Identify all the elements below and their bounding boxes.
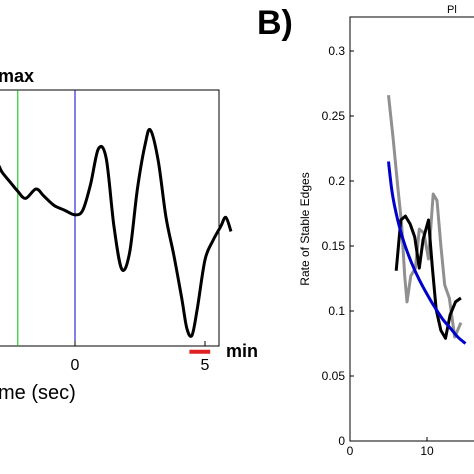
panel-b-axes-box bbox=[349, 16, 474, 442]
panel-b-x-tick-label-1: 10 bbox=[420, 444, 434, 458]
panel-b-x-tick-label-0: 0 bbox=[347, 444, 354, 458]
panel-b-title: Pl bbox=[447, 4, 457, 16]
panel-a-x-axis-label: me (sec) bbox=[0, 382, 76, 404]
panel-b-y-tick-label-6: 0.3 bbox=[328, 44, 345, 58]
panel-b-y-tick-label-0: 0 bbox=[338, 434, 345, 448]
panel-a-min-label: min bbox=[226, 341, 258, 361]
panel-b-y-tick-label-3: 0.15 bbox=[322, 239, 346, 253]
panel-b-series-line-0 bbox=[387, 95, 463, 339]
panel-b-y-tick-label-1: 0.05 bbox=[322, 369, 346, 383]
panel-a-x-tick-label-1: 5 bbox=[201, 357, 210, 374]
panel-a-series-line-0 bbox=[0, 127, 233, 338]
panel-a-axes-box bbox=[0, 89, 220, 347]
panel-b-series-line-1 bbox=[394, 214, 462, 340]
panel-b-y-tick-label-5: 0.25 bbox=[322, 109, 346, 123]
panel-b-y-tick-label-4: 0.2 bbox=[328, 174, 345, 188]
panel-b-y-axis-label: Rate of Stable Edges bbox=[298, 172, 312, 285]
panel-a-chart: 0 5 max min me (sec) bbox=[0, 66, 258, 404]
panel-a-x-tick-label-0: 0 bbox=[71, 357, 80, 374]
panel-b-label: B) bbox=[257, 4, 293, 42]
panel-b-chart: B) Pl 0 0.05 0.1 0.15 0.2 0.25 0.3 0 10 Rate of … bbox=[257, 4, 474, 458]
panel-a-max-label: max bbox=[0, 66, 34, 86]
panel-b-y-tick-label-2: 0.1 bbox=[328, 304, 345, 318]
panel-b-series-line-2 bbox=[387, 161, 467, 345]
